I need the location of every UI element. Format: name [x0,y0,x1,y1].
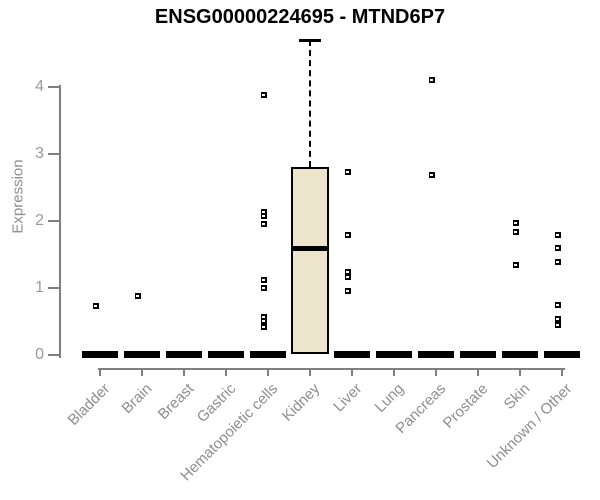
outlier-point-inner [262,222,265,225]
zero-bar [418,351,454,358]
outlier-point [345,169,351,176]
outlier-point [345,274,351,281]
outlier-point-inner [262,319,265,322]
outlier-point [345,268,351,275]
outlier-point [135,293,141,300]
x-tick [267,368,269,376]
outlier-point-inner [556,323,559,326]
outlier-point-inner [262,215,265,218]
y-tick-label: 2 [35,212,44,229]
outlier-point-inner [262,278,265,281]
outlier-point-inner [262,94,265,97]
zero-bar [82,351,118,358]
chart-title: ENSG00000224695 - MTND6P7 [154,6,446,28]
y-tick [48,153,60,155]
outlier-point-inner [94,305,97,308]
y-axis-line [59,85,61,358]
x-tick [309,368,311,376]
outlier-point [429,171,435,178]
outlier-point [555,301,561,308]
zero-bar [208,351,244,358]
outlier-point [513,262,519,269]
outlier-point-inner [346,171,349,174]
outlier-point-inner [346,234,349,237]
x-tick [393,368,395,376]
outlier-point [555,232,561,239]
outlier-point [261,317,267,324]
outlier-point-inner [346,270,349,273]
zero-bar [502,351,538,358]
y-tick-label: 4 [35,78,44,95]
outlier-point-inner [556,234,559,237]
outlier-point-inner [556,260,559,263]
outlier-point [345,232,351,239]
x-tick [99,368,101,376]
outlier-point [345,288,351,295]
outlier-point [261,213,267,220]
y-tick [48,287,60,289]
x-axis-line [98,368,565,370]
outlier-point [555,315,561,322]
outlier-point [555,258,561,265]
outlier-point-inner [430,79,433,82]
box-whisker [309,40,311,168]
outlier-point-inner [556,317,559,320]
y-tick [48,220,60,222]
outlier-point-inner [556,246,559,249]
y-tick [48,86,60,88]
outlier-point [555,244,561,251]
outlier-point [513,220,519,226]
x-tick [141,368,143,376]
outlier-point [261,209,267,216]
outlier-point-inner [136,295,139,298]
box [291,167,329,354]
outlier-point [261,220,267,227]
outlier-point-inner [430,173,433,176]
x-tick [519,368,521,376]
zero-bar [334,351,370,358]
x-tick [561,368,563,376]
outlier-point-inner [262,287,265,289]
y-tick-label: 0 [35,346,44,363]
outlier-point-inner [514,264,517,267]
outlier-point-inner [346,290,349,293]
y-tick [48,354,60,356]
outlier-point-inner [262,211,265,214]
outlier-point [261,92,267,99]
outlier-point [261,285,267,291]
zero-bar [124,351,160,358]
box-median [291,245,329,251]
x-tick [183,368,185,376]
outlier-point [513,228,519,235]
outlier-point [429,77,435,84]
zero-bar [460,351,496,358]
x-tick [351,368,353,376]
outlier-point-inner [346,276,349,279]
x-tick [225,368,227,376]
zero-bar [376,351,412,358]
y-tick-label: 1 [35,279,44,296]
zero-bar [544,351,580,358]
outlier-point [555,321,561,328]
outlier-point-inner [556,303,559,306]
outlier-point [261,276,267,283]
outlier-point-inner [262,315,265,318]
zero-bar [166,351,202,358]
whisker-cap [299,39,321,43]
zero-bar [250,351,286,358]
outlier-point-inner [262,325,265,328]
outlier-point [261,313,267,320]
outlier-point [93,303,99,310]
outlier-point-inner [514,230,517,233]
outlier-point-inner [514,222,517,224]
outlier-point [261,323,267,330]
x-tick [477,368,479,376]
x-tick [435,368,437,376]
y-tick-label: 3 [35,145,44,162]
